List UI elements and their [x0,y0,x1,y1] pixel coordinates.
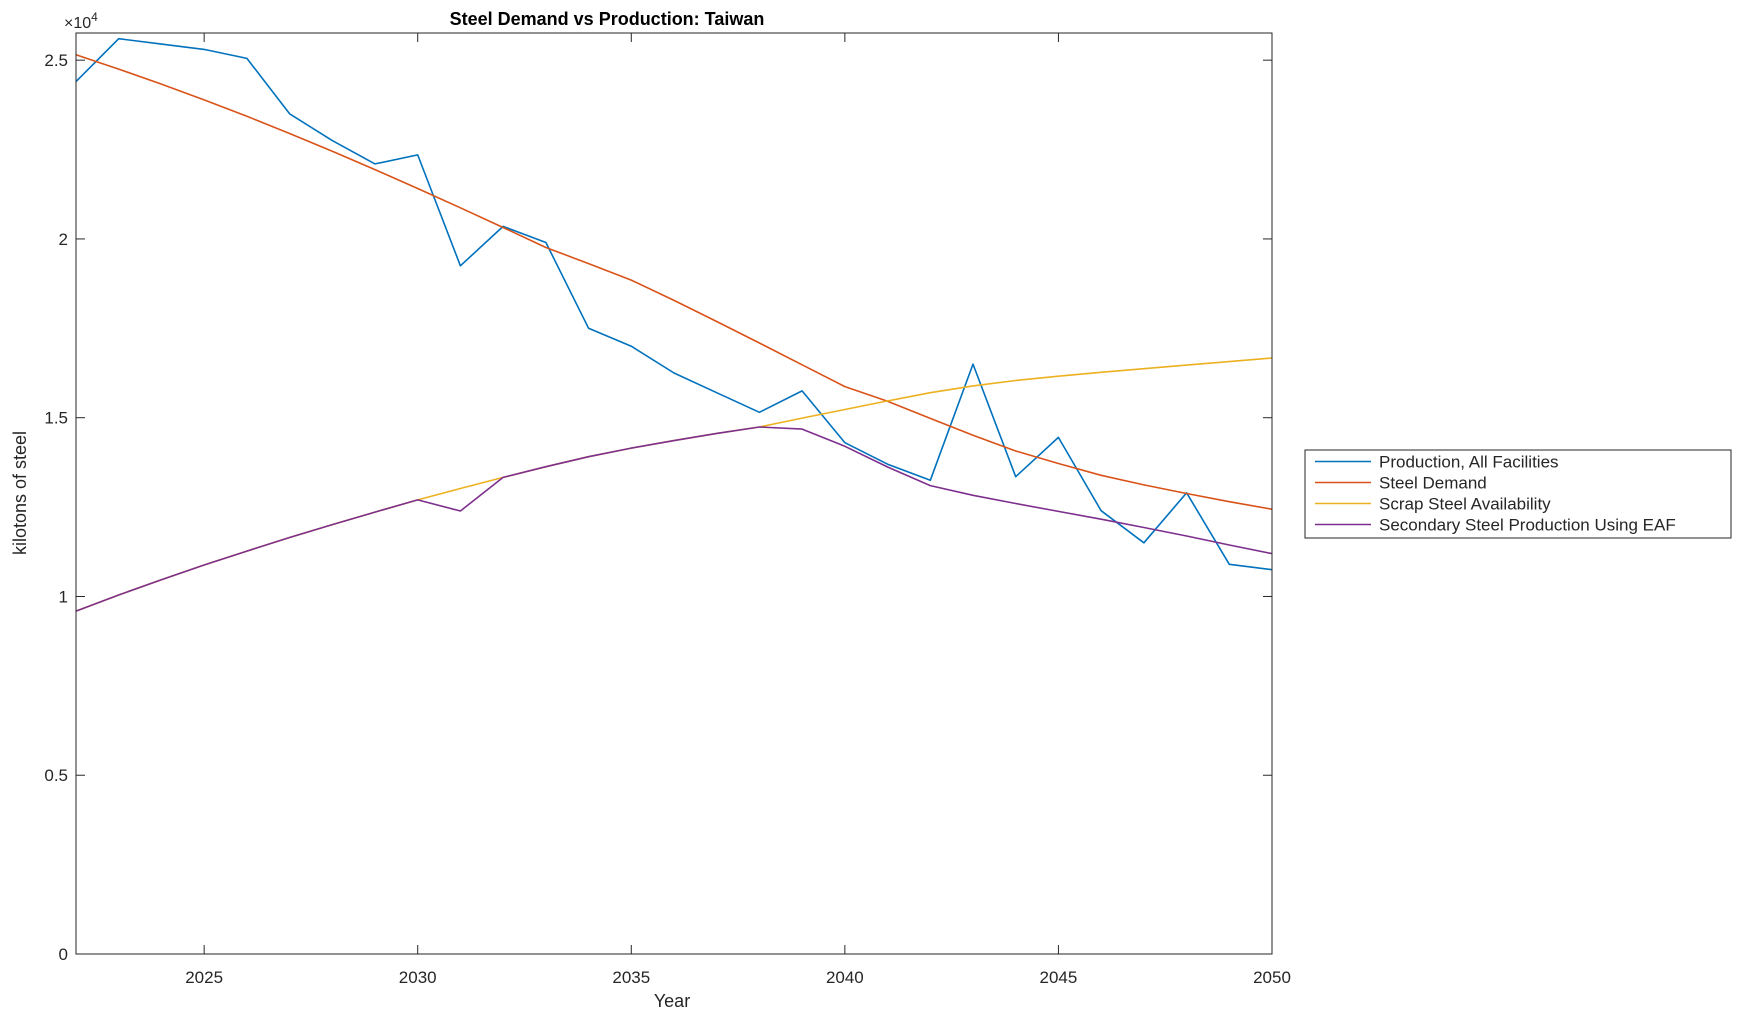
x-tick-label: 2025 [185,968,223,987]
chart-title: Steel Demand vs Production: Taiwan [450,9,765,29]
x-tick-label: 2045 [1040,968,1078,987]
legend-entry-label: Scrap Steel Availability [1379,495,1551,514]
x-tick-label: 2030 [399,968,437,987]
legend-entry-label: Secondary Steel Production Using EAF [1379,516,1676,535]
series-line-scrap-steel-availability [75,357,1273,612]
plot-series [75,37,1273,612]
series-line-steel-demand [75,54,1273,510]
series-line-production-all-facilities [75,37,1273,571]
y-tick-label: 2.5 [44,51,68,70]
legend-box [1304,449,1732,539]
y-tick-label: 0.5 [44,766,68,785]
y-axis-exponent-base: ×10 [64,15,91,32]
plot-border [75,32,1273,955]
plot-axes: 2025 2030 2035 2040 2045 2050 0 0.5 1 1.5 2 2.5 [44,32,1291,987]
series-line-secondary-steel-production-using-eaf [75,426,1273,612]
y-tick-label: 0 [59,945,68,964]
legend: Production, All Facilities Steel Demand Sc… [1304,449,1732,539]
y-tick-label: 1.5 [44,409,68,428]
y-tick-label: 1 [59,587,68,606]
x-tick-label: 2050 [1253,968,1291,987]
y-axis-exponent: ×104 [64,10,98,32]
y-axis-exponent-power: 4 [91,10,98,24]
legend-entry-label: Production, All Facilities [1379,453,1559,472]
y-tick-label: 2 [59,230,68,249]
y-axis-label: kilotons of steel [10,431,30,555]
x-tick-label: 2035 [612,968,650,987]
x-tick-label: 2040 [826,968,864,987]
x-axis-label: Year [654,991,690,1011]
legend-entry-label: Steel Demand [1379,474,1487,493]
